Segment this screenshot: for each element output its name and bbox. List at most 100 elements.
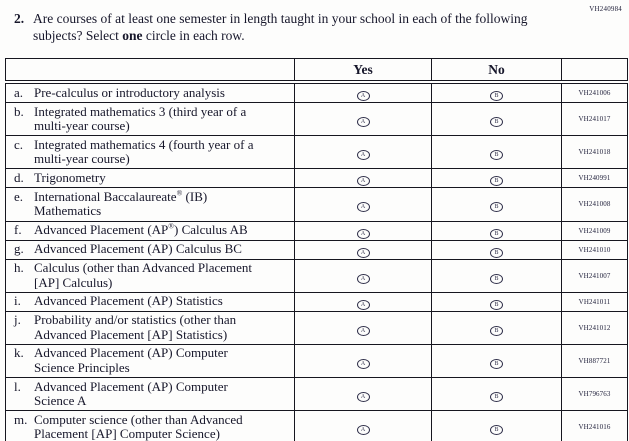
no-option-circle[interactable]: B: [490, 325, 503, 336]
question: 2. Are courses of at least one semester …: [14, 11, 538, 44]
no-option-circle[interactable]: B: [490, 176, 503, 187]
code-cell: VH241018: [561, 135, 628, 170]
response-grid: Yes No a. Pre-calculus or introductory an…: [5, 58, 628, 441]
row-letter: l.: [14, 378, 21, 394]
row-label: Probability and/or statistics (other tha…: [34, 312, 237, 342]
yes-option-circle[interactable]: A: [356, 425, 370, 436]
table-row: k. Advanced Placement (AP) Computer Scien…: [5, 343, 628, 379]
code-cell: VH241016: [561, 410, 628, 441]
yes-option-circle[interactable]: A: [356, 117, 370, 128]
row-letter: e.: [14, 188, 24, 204]
code-cell: VH241008: [561, 187, 628, 222]
no-cell: B: [431, 220, 562, 241]
row-label: Advanced Placement (AP) Computer Science…: [34, 378, 228, 409]
table-body: a. Pre-calculus or introductory analysis A…: [5, 81, 628, 441]
no-cell: B: [431, 187, 562, 222]
table-row: g. Advanced Placement (AP) Calculus BC A B V…: [5, 239, 628, 260]
row-letter: i.: [14, 293, 21, 309]
table-row: i. Advanced Placement (AP) Statistics A B VH…: [5, 291, 628, 312]
yes-option-circle[interactable]: A: [356, 359, 370, 370]
yes-option-circle[interactable]: A: [356, 176, 370, 187]
subject-cell: l. Advanced Placement (AP) Computer Scien…: [5, 377, 295, 412]
row-label: Advanced Placement (AP) Statistics: [34, 293, 223, 309]
table-row: d. Trigonometry A B VH240991: [5, 168, 628, 189]
yes-cell: A: [294, 258, 432, 293]
subject-cell: f. Advanced Placement (AP®) Calculus AB: [5, 220, 295, 241]
no-option-circle[interactable]: B: [490, 273, 503, 284]
subject-cell: i. Advanced Placement (AP) Statistics: [5, 291, 295, 312]
code-cell: VH796763: [561, 377, 628, 412]
yes-option-circle[interactable]: A: [356, 273, 370, 284]
no-option-circle[interactable]: B: [490, 202, 503, 213]
yes-cell: A: [294, 291, 432, 312]
no-cell: B: [431, 135, 562, 170]
yes-cell: A: [294, 135, 432, 170]
yes-option-circle[interactable]: A: [356, 299, 370, 310]
no-option-circle[interactable]: B: [490, 117, 503, 128]
row-label: Computer science (other than Advanced Pl…: [34, 411, 243, 441]
table-row: l. Advanced Placement (AP) Computer Scien…: [5, 377, 628, 412]
page-code: VH240984: [589, 5, 622, 13]
table-row: c. Integrated mathematics 4 (fourth year …: [5, 135, 628, 170]
yes-cell: A: [294, 377, 432, 412]
subject-cell: g. Advanced Placement (AP) Calculus BC: [5, 239, 295, 260]
row-label: Calculus (other than Advanced Placement …: [34, 260, 253, 290]
yes-option-circle[interactable]: A: [356, 247, 370, 258]
yes-cell: A: [294, 410, 432, 441]
code-cell: VH241012: [561, 310, 628, 345]
yes-option-circle[interactable]: A: [356, 202, 370, 213]
subject-cell: a. Pre-calculus or introductory analysis: [5, 81, 295, 103]
subject-cell: b. Integrated mathematics 3 (third year o…: [5, 101, 295, 137]
row-label: Integrated mathematics 3 (third year of …: [34, 103, 247, 134]
no-cell: B: [431, 343, 562, 379]
row-label: Advanced Placement (AP) Computer Science…: [34, 345, 228, 376]
no-cell: B: [431, 239, 562, 260]
row-letter: g.: [14, 241, 24, 257]
table-row: m. Computer science (other than Advanced …: [5, 410, 628, 441]
row-letter: m.: [14, 411, 28, 427]
subject-cell: k. Advanced Placement (AP) Computer Scien…: [5, 343, 295, 379]
no-option-circle[interactable]: B: [490, 425, 503, 436]
no-cell: B: [431, 101, 562, 137]
code-cell: VH240991: [561, 168, 628, 189]
table-row: j. Probability and/or statistics (other t…: [5, 310, 628, 345]
row-label: Advanced Placement (AP®) Calculus AB: [34, 221, 248, 238]
row-letter: c.: [14, 136, 24, 152]
yes-option-circle[interactable]: A: [356, 228, 370, 239]
yes-option-circle[interactable]: A: [356, 392, 370, 403]
subject-cell: j. Probability and/or statistics (other t…: [5, 310, 295, 345]
subject-cell: d. Trigonometry: [5, 168, 295, 189]
row-letter: j.: [14, 312, 21, 328]
no-option-circle[interactable]: B: [490, 228, 503, 239]
question-number: 2.: [14, 11, 25, 26]
no-option-circle[interactable]: B: [490, 247, 503, 258]
column-header-subject: [5, 58, 295, 84]
question-text: Are courses of at least one semester in …: [33, 11, 538, 44]
header-row: Yes No: [5, 58, 628, 84]
no-option-circle[interactable]: B: [490, 359, 503, 370]
no-option-circle[interactable]: B: [490, 392, 503, 403]
yes-option-circle[interactable]: A: [356, 150, 370, 161]
table-row: a. Pre-calculus or introductory analysis A…: [5, 81, 628, 103]
yes-option-circle[interactable]: A: [356, 91, 370, 101]
subject-cell: e. International Baccalaureate® (IB) Math…: [5, 187, 295, 222]
no-option-circle[interactable]: B: [490, 91, 503, 101]
row-letter: a.: [14, 84, 24, 100]
yes-cell: A: [294, 310, 432, 345]
code-cell: VH241006: [561, 81, 628, 103]
registered-trademark-icon: ®: [176, 188, 183, 198]
yes-cell: A: [294, 187, 432, 222]
row-letter: k.: [14, 345, 24, 361]
row-letter: d.: [14, 169, 24, 185]
no-cell: B: [431, 168, 562, 189]
table-row: b. Integrated mathematics 3 (third year o…: [5, 101, 628, 137]
row-letter: h.: [14, 260, 24, 276]
yes-option-circle[interactable]: A: [356, 325, 370, 336]
no-option-circle[interactable]: B: [490, 150, 503, 161]
table-row: f. Advanced Placement (AP®) Calculus AB A B…: [5, 220, 628, 241]
code-cell: VH241011: [561, 291, 628, 312]
yes-cell: A: [294, 101, 432, 137]
no-option-circle[interactable]: B: [490, 299, 503, 310]
column-header-no: No: [431, 58, 562, 84]
subject-cell: m. Computer science (other than Advanced …: [5, 410, 295, 441]
